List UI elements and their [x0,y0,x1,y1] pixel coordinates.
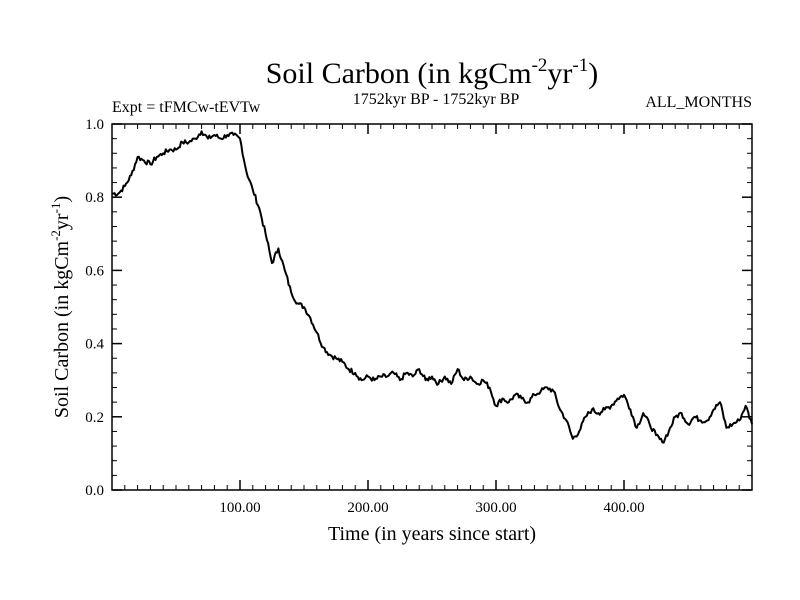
chart-title-main: Soil Carbon (in kgCm [266,57,532,90]
subtitle-right: ALL_MONTHS [645,94,752,111]
y-axis-label-sup2: -1 [48,203,63,214]
y-tick-label: 0.6 [85,263,104,279]
chart-title-mid: yr [547,57,572,90]
y-tick-label: 0.0 [85,483,104,499]
y-tick-label: 1.0 [85,117,104,133]
chart-title-sup2: -1 [572,55,588,76]
chart-title: Soil Carbon (in kgCm-2yr-1) [266,55,599,90]
chart-title-sup1: -2 [532,55,548,76]
series-line-soil-carbon [111,130,753,444]
y-axis-label-end: ) [51,196,73,203]
chart-title-end: ) [588,57,598,90]
y-axis-label-mid: yr [51,213,73,230]
x-tick-label: 200.00 [347,500,388,516]
x-tick-label: 300.00 [475,500,516,516]
y-tick-label: 0.8 [85,190,104,206]
subtitle-left: Expt = tFMCw-tEVTw [112,99,261,116]
x-tick-label: 100.00 [219,500,260,516]
y-axis-ticks: 0.0 0.2 0.4 0.6 0.8 1.0 [85,117,752,499]
x-axis-ticks: 100.00 200.00 300.00 400.00 [124,124,740,516]
x-axis-label: Time (in years since start) [328,523,536,545]
subtitle-center: 1752kyr BP - 1752kyr BP [353,91,520,108]
y-axis-label-sup1: -2 [48,230,63,241]
y-axis-label-main: Soil Carbon (in kgCm [51,240,73,418]
x-tick-label: 400.00 [603,500,644,516]
y-tick-label: 0.4 [85,337,104,353]
y-tick-label: 0.2 [85,410,104,426]
y-axis-label: Soil Carbon (in kgCm-2yr-1) [48,196,73,418]
